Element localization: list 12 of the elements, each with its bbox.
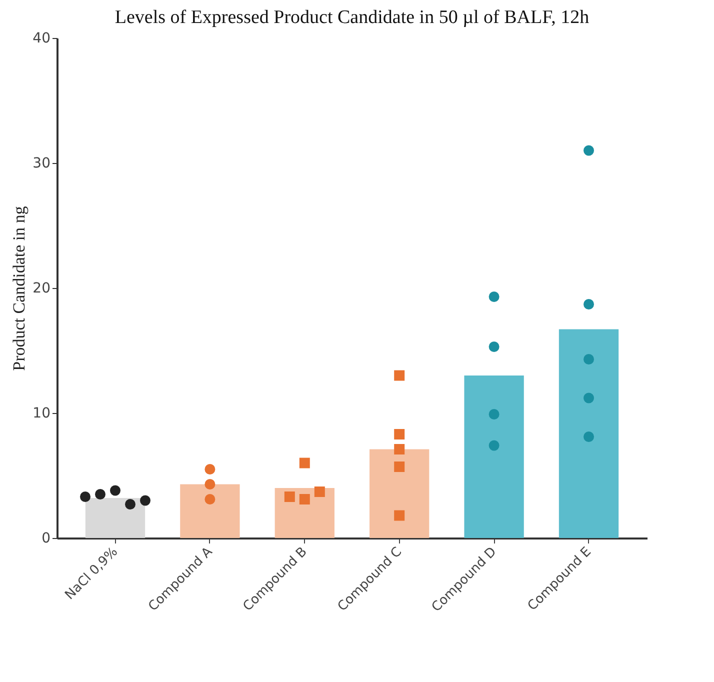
y-tick-label: 0: [42, 530, 50, 546]
y-tick-label: 20: [32, 280, 50, 296]
y-tick-label: 40: [32, 30, 50, 46]
bar: [370, 449, 430, 538]
bar: [558, 329, 619, 538]
bar: [180, 484, 240, 538]
chart-title: Levels of Expressed Product Candidate in 50 µl of BALF, 12h: [114, 7, 590, 28]
y-tick-label: 30: [32, 156, 50, 172]
bar: [464, 376, 524, 538]
y-tick-label: 10: [32, 406, 50, 422]
bar: [85, 498, 146, 538]
y-axis-title: Product Candidate in ng: [10, 206, 29, 371]
